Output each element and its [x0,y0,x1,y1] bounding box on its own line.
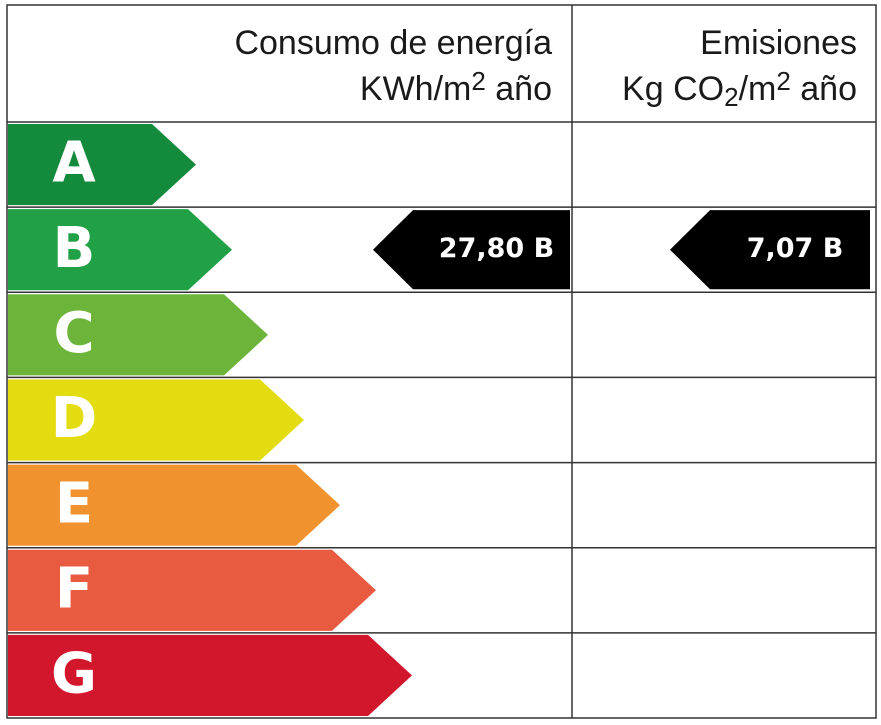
unit-part: Kg CO [622,70,724,108]
rating-arrow [373,210,570,290]
class-arrow [8,379,304,461]
class-letter: C [53,301,94,366]
rating-value: 7,07 B [747,233,844,264]
class-letter: F [55,556,93,621]
class-letter: G [51,642,97,707]
unit-sub: 2 [724,82,738,112]
unit-part: KWh/m [360,70,471,108]
rating-arrow [670,210,870,290]
class-letter: A [52,131,96,196]
class-letter: E [55,471,93,536]
class-arrow [8,209,232,291]
unit-sup: 2 [776,66,790,96]
class-arrow [8,124,196,206]
class-letter: D [51,386,97,451]
table-border [6,4,877,719]
emissions-unit: Kg CO2/m2 año [622,66,857,112]
unit-part: año [486,70,552,108]
rating-value: 27,80 B [439,233,554,264]
unit-sup: 2 [471,66,485,96]
emissions-title: Emisiones [700,24,857,62]
energy-title: Consumo de energía [234,24,552,62]
energy-unit: KWh/m2 año [360,66,552,108]
class-arrow [8,634,412,716]
class-letter: B [53,216,96,281]
class-arrow [8,294,268,376]
class-arrow [8,549,376,631]
unit-part: /m [739,70,777,108]
class-arrow [8,464,340,546]
unit-part: año [791,70,857,108]
